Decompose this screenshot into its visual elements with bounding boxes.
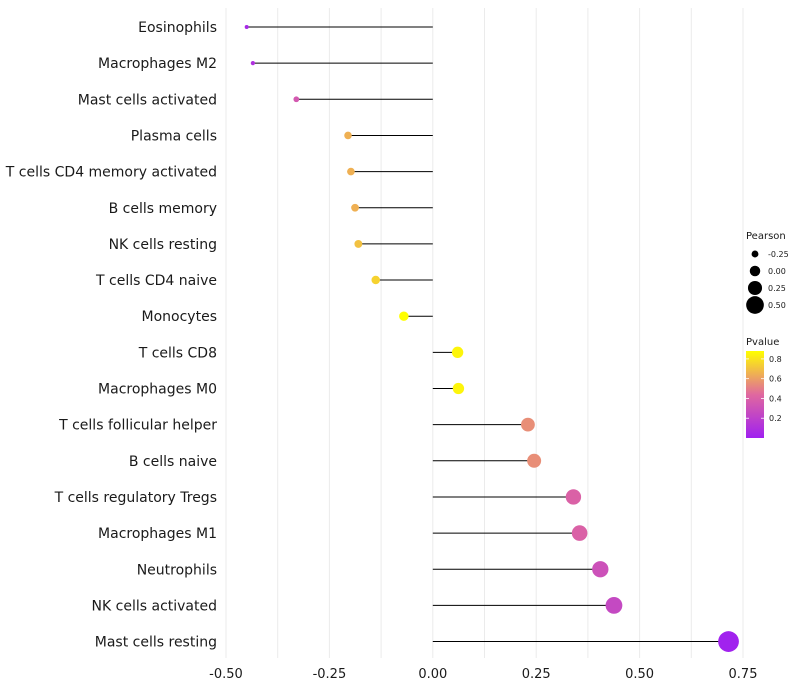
category-label: Monocytes	[142, 309, 217, 325]
category-label: Macrophages M0	[98, 382, 217, 398]
category-label: Mast cells resting	[95, 635, 217, 651]
x-tick-label: -0.25	[313, 667, 347, 682]
lollipop-point	[344, 131, 352, 140]
lollipop-point	[293, 96, 300, 103]
category-label: T cells CD8	[138, 345, 217, 361]
x-tick-label: 0.75	[729, 667, 758, 682]
color-legend-label: 0.6	[769, 375, 782, 384]
category-label: T cells follicular helper	[58, 418, 217, 434]
color-legend-title: Pvalue	[746, 337, 779, 348]
lollipop-point	[718, 631, 739, 652]
category-label: B cells memory	[109, 201, 217, 217]
category-label: Plasma cells	[131, 128, 217, 144]
size-legend-label: 0.50	[768, 301, 786, 310]
category-label: Eosinophils	[138, 20, 217, 36]
size-legend-key	[751, 250, 759, 258]
category-label: T cells regulatory Tregs	[54, 490, 217, 506]
size-legend-key	[749, 265, 761, 277]
category-label: NK cells activated	[92, 598, 217, 614]
lollipop-point	[565, 489, 582, 505]
lollipop-point	[347, 167, 355, 176]
category-label: T cells CD4 memory activated	[5, 165, 217, 181]
color-legend-label: 0.4	[769, 394, 782, 403]
color-legend: Pvalue 0.2 0.4 0.6 0.8	[746, 337, 782, 438]
x-axis-tick-labels: -0.50 -0.25 0.00 0.25 0.50 0.75	[209, 667, 757, 682]
lollipop-point	[371, 275, 380, 285]
lollipop-point	[399, 311, 409, 321]
lollipop-point	[605, 597, 623, 614]
color-legend-bar	[746, 351, 764, 438]
size-legend-title: Pearson	[746, 231, 786, 242]
category-label: NK cells resting	[109, 237, 217, 253]
lollipop-point	[527, 453, 542, 468]
lollipop-point	[452, 382, 465, 395]
category-label: Macrophages M1	[98, 526, 217, 542]
category-label: Neutrophils	[137, 562, 217, 578]
lollipop-point	[250, 61, 255, 66]
size-legend-label: -0.25	[768, 250, 789, 259]
point-layer	[244, 25, 739, 652]
color-legend-label: 0.8	[769, 355, 782, 364]
size-legend-label: 0.00	[768, 267, 786, 276]
lollipop-point	[354, 239, 363, 248]
category-labels: Eosinophils Macrophages M2 Mast cells acti…	[5, 20, 217, 651]
category-label: Macrophages M2	[98, 56, 217, 72]
lollipop-point	[244, 25, 249, 29]
x-tick-label: 0.50	[625, 667, 654, 682]
stem-layer	[246, 26, 729, 643]
lollipop-point	[571, 525, 588, 541]
size-legend: Pearson -0.25 0.00 0.25 0.50	[746, 231, 789, 314]
category-label: B cells naive	[129, 454, 217, 470]
size-legend-key	[747, 280, 763, 296]
grid-layer	[225, 8, 744, 658]
x-tick-label: -0.50	[209, 667, 243, 682]
size-legend-key	[746, 296, 764, 314]
category-label: Mast cells activated	[78, 92, 217, 108]
lollipop-point	[592, 561, 609, 578]
x-tick-label: 0.00	[418, 667, 447, 682]
color-legend-label: 0.2	[769, 414, 782, 423]
lollipop-point	[521, 417, 535, 432]
lollipop-point	[451, 346, 464, 359]
lollipop-point	[351, 203, 359, 212]
category-label: T cells CD4 naive	[95, 273, 217, 289]
x-tick-label: 0.25	[522, 667, 551, 682]
size-legend-label: 0.25	[768, 284, 786, 293]
